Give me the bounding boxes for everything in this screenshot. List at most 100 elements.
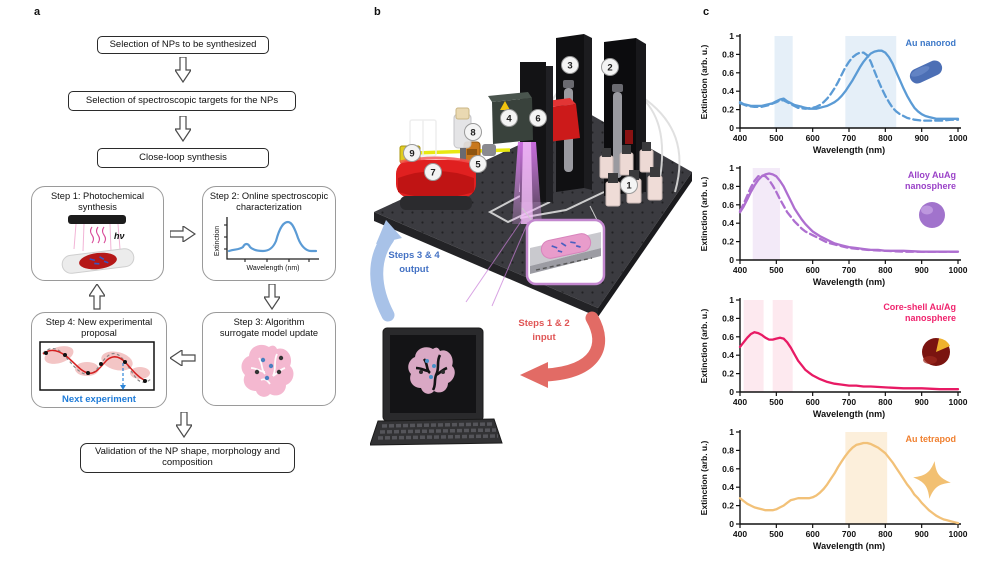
mini-plot-xlabel: Wavelength (nm) xyxy=(246,265,299,272)
y-axis-label: Extinction (arb. u.) xyxy=(699,45,709,120)
svg-text:800: 800 xyxy=(878,133,892,143)
flow-arrow-down-2 xyxy=(175,116,191,142)
screen-brain-icon xyxy=(408,347,455,394)
svg-text:0.8: 0.8 xyxy=(722,445,734,455)
reagent-bottles xyxy=(599,142,663,207)
step3-box: Step 3: Algorithm surrogate model update xyxy=(202,312,336,406)
svg-text:400: 400 xyxy=(733,529,747,539)
next-experiment-marker xyxy=(120,363,126,391)
svg-text:0.4: 0.4 xyxy=(722,482,734,492)
step4-title-line2: proposal xyxy=(81,328,117,339)
badge-6: 6 xyxy=(529,109,547,127)
panel-b-label: b xyxy=(374,6,381,18)
computer-icon xyxy=(370,327,503,446)
svg-text:0.6: 0.6 xyxy=(722,332,734,342)
svg-text:1000: 1000 xyxy=(949,265,968,275)
svg-text:600: 600 xyxy=(806,397,820,407)
svg-text:8: 8 xyxy=(470,127,475,138)
svg-text:600: 600 xyxy=(806,529,820,539)
extinction-chart-core-shell-auag-nanosphere: 400 500 600 700 800 900 1000 0 0.2 0.4 0.6 0.8 1 Exti… xyxy=(699,295,968,419)
svg-text:500: 500 xyxy=(769,133,783,143)
step1-box: Step 1: Photochemical synthesis hν xyxy=(31,186,164,281)
y-axis-ticks: 0 0.2 0.4 0.6 0.8 1 xyxy=(722,163,740,265)
svg-text:500: 500 xyxy=(769,265,783,275)
svg-text:0.2: 0.2 xyxy=(722,369,734,379)
flow-box-selection-np: Selection of NPs to be synthesized xyxy=(97,36,269,54)
badge-3: 3 xyxy=(561,56,579,74)
spectrum-curve-solid xyxy=(738,441,960,525)
step4-title-line1: Step 4: New experimental xyxy=(45,317,153,327)
validation-line2: composition xyxy=(162,457,213,468)
panel-c-label: c xyxy=(703,6,710,18)
mini-spectrum-plot: Extinction Wavelength (nm) xyxy=(214,217,319,272)
mini-spectrum-curve xyxy=(227,221,318,253)
svg-text:1000: 1000 xyxy=(949,397,968,407)
flow-box-close-loop-text: Close-loop synthesis xyxy=(139,151,227,163)
badge-1: 1 xyxy=(620,176,638,194)
svg-text:600: 600 xyxy=(806,133,820,143)
extinction-chart-au-tetrapod: 400 500 600 700 800 900 1000 0 0.2 0.4 0.6 0.8 1 Exti… xyxy=(699,427,968,551)
svg-text:1: 1 xyxy=(626,180,632,191)
flow-box-selection-targets-text: Selection of spectroscopic targets for t… xyxy=(85,94,279,106)
step2-box: Step 2: Online spectroscopic characteriz… xyxy=(202,186,336,281)
y-axis-ticks: 0 0.2 0.4 0.6 0.8 1 xyxy=(722,427,740,529)
flow-cell-inset xyxy=(521,205,606,286)
cuvette-holder xyxy=(409,119,437,157)
svg-text:700: 700 xyxy=(842,265,856,275)
tetrapod-icon xyxy=(913,461,951,499)
flow-arrow-down-4 xyxy=(176,412,192,438)
legend: Au nanorod xyxy=(906,38,957,48)
svg-text:0.6: 0.6 xyxy=(722,68,734,78)
flow-box-selection-np-text: Selection of NPs to be synthesized xyxy=(109,38,257,50)
badge-9: 9 xyxy=(403,144,421,162)
mini-plot-ylabel: Extinction xyxy=(214,226,221,256)
flow-arrow-right xyxy=(170,226,196,242)
uv-rays-icon xyxy=(73,224,120,252)
svg-text:6: 6 xyxy=(535,113,540,124)
svg-text:800: 800 xyxy=(878,397,892,407)
svg-text:2: 2 xyxy=(607,62,612,73)
y-axis-label: Extinction (arb. u.) xyxy=(699,441,709,516)
core-shell-icon xyxy=(922,338,950,366)
next-experiment-label: Next experiment xyxy=(62,394,137,405)
x-axis-ticks: 400 500 600 700 800 900 1000 xyxy=(733,128,968,143)
flow-box-close-loop: Close-loop synthesis xyxy=(97,148,269,168)
svg-text:0.4: 0.4 xyxy=(722,350,734,360)
component-badges: 1 2 3 4 5 6 7 8 9 xyxy=(403,56,638,194)
svg-text:0.2: 0.2 xyxy=(722,237,734,247)
badge-8: 8 xyxy=(464,123,482,141)
output-arrow-label-line2: output xyxy=(399,264,429,275)
svg-text:3: 3 xyxy=(567,60,572,71)
y-axis-label: Extinction (arb. u.) xyxy=(699,309,709,384)
svg-text:0.6: 0.6 xyxy=(722,200,734,210)
svg-text:1: 1 xyxy=(729,295,734,305)
svg-text:500: 500 xyxy=(769,397,783,407)
svg-text:0: 0 xyxy=(729,519,734,529)
y-axis-label: Extinction (arb. u.) xyxy=(699,177,709,252)
flow-arrow-down-1 xyxy=(175,57,191,83)
step4-box: Step 4: New experimental proposal Next e… xyxy=(31,312,167,408)
svg-text:1: 1 xyxy=(729,163,734,173)
svg-text:800: 800 xyxy=(878,529,892,539)
flow-arrow-down-3 xyxy=(264,284,280,310)
legend-label: Au tetrapod xyxy=(906,434,957,444)
target-bands xyxy=(845,432,888,524)
legend-label: Core-shell Au/Ag xyxy=(883,302,956,312)
svg-text:0.8: 0.8 xyxy=(722,313,734,323)
step2-title-line2: characterization xyxy=(236,202,302,213)
neural-network-nodes xyxy=(254,356,284,381)
legend-label: nanosphere xyxy=(905,313,956,323)
svg-text:0.6: 0.6 xyxy=(722,464,734,474)
step1-title-line1: Step 1: Photochemical xyxy=(50,191,145,201)
legend-label: Alloy AuAg xyxy=(908,170,956,180)
svg-text:1: 1 xyxy=(729,31,734,41)
input-arrow-label-line2: input xyxy=(532,332,556,343)
svg-text:5: 5 xyxy=(475,159,481,170)
svg-text:4: 4 xyxy=(506,113,512,124)
svg-text:900: 900 xyxy=(915,133,929,143)
surrogate-model-plot: Next experiment xyxy=(39,341,155,405)
photoreactor-illustration: hν xyxy=(61,215,134,275)
sample-vial-8 xyxy=(453,107,472,160)
uv-lamp-icon xyxy=(67,215,126,225)
